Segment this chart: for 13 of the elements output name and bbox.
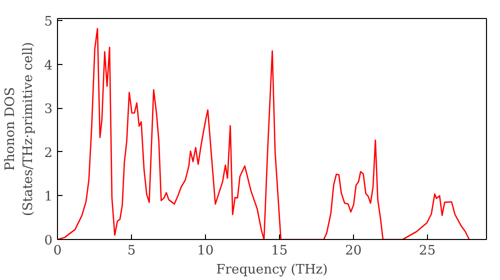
x-tick-label: 25	[419, 244, 436, 258]
x-tick-label: 15	[271, 244, 288, 258]
y-tick-label: 1	[44, 190, 53, 205]
y-tick-label: 4	[44, 58, 53, 74]
y-tick-label: 0	[44, 234, 53, 248]
y-axis-title: Phonon DOS (States/THz·primitive cell)	[3, 42, 36, 216]
x-tick-label: 5	[127, 244, 136, 258]
x-tick-label: 20	[345, 244, 362, 258]
x-tick-label: 10	[197, 244, 214, 258]
y-tick-label: 2	[44, 146, 53, 161]
y-tick-label: 5	[44, 14, 53, 30]
y-tick-label: 3	[44, 102, 53, 118]
x-axis-title: Frequency (THz)	[216, 262, 328, 278]
